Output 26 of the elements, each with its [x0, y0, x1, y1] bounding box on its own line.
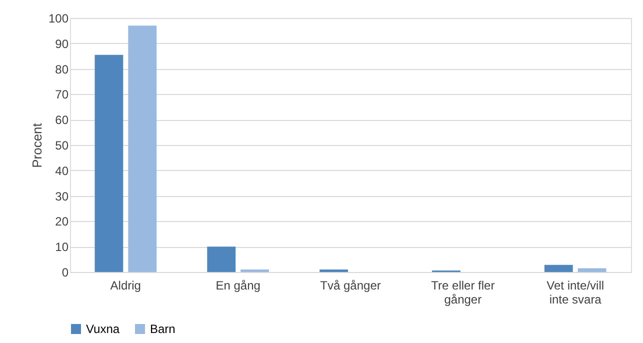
- y-tick-label: 90: [55, 36, 69, 51]
- bar: [207, 246, 236, 272]
- bar: [128, 26, 157, 272]
- y-tick-label: 100: [48, 12, 69, 26]
- y-tick-label: 0: [62, 266, 69, 280]
- y-tick-label: 70: [55, 88, 69, 102]
- x-tick-label: Vet inte/vill inte svara: [546, 278, 604, 306]
- legend-label: Barn: [150, 322, 176, 336]
- legend-label: Vuxna: [86, 322, 120, 336]
- y-tick-label: 30: [55, 189, 69, 204]
- bar: [544, 264, 573, 272]
- y-tick-label: 80: [55, 62, 69, 76]
- y-axis-title: Procent: [29, 122, 44, 168]
- y-tick-label: 20: [55, 214, 69, 229]
- y-tick-label: 10: [55, 240, 69, 254]
- x-tick-label: Två gånger: [320, 278, 381, 292]
- y-tick-label: 60: [55, 113, 69, 128]
- x-tick-label: Aldrig: [110, 278, 141, 292]
- bar: [578, 268, 606, 272]
- y-tick-label: 50: [55, 138, 69, 152]
- bar: [320, 269, 348, 272]
- bar: [94, 54, 124, 272]
- bar: [240, 269, 269, 272]
- y-tick-label: 40: [55, 164, 69, 178]
- x-tick-label: Tre eller fler gånger: [431, 278, 495, 306]
- x-tick-label: En gång: [216, 278, 260, 292]
